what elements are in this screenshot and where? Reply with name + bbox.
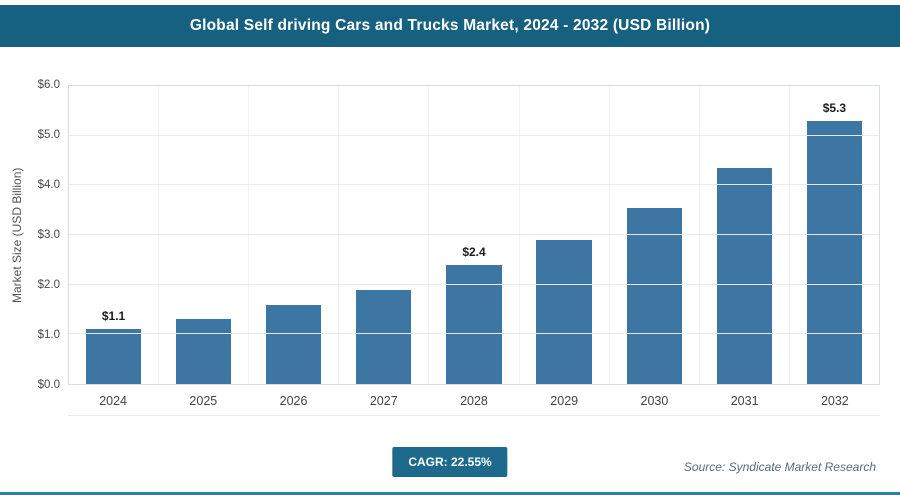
- y-axis-label: Market Size (USD Billion): [10, 167, 24, 303]
- gridline: [69, 134, 879, 136]
- bar-cell: [610, 86, 700, 384]
- source-text: Source: Syndicate Market Research: [683, 460, 876, 474]
- x-tick-label: 2032: [820, 394, 849, 408]
- y-tick-label: $1.0: [37, 329, 60, 341]
- bar: [266, 304, 322, 384]
- y-tick-label: $5.0: [37, 129, 60, 141]
- chart: Market Size (USD Billion) $0.0 $1.0 $2.0 $3…: [0, 79, 900, 420]
- bar-value-label: $5.3: [822, 100, 847, 115]
- footer: CAGR: 22.55% Source: Syndicate Market Re…: [0, 447, 900, 483]
- bar-cells: $1.1 $2.4 $5.3: [69, 86, 879, 384]
- gridline: [69, 283, 879, 285]
- bottom-rule: [0, 492, 900, 495]
- gridline: [69, 333, 879, 335]
- x-tick-label: 2024: [99, 394, 128, 408]
- x-tick-label: 2030: [640, 394, 669, 408]
- y-tick-label: $4.0: [37, 179, 60, 191]
- bar: [176, 319, 232, 384]
- y-axis: $0.0 $1.0 $2.0 $3.0 $4.0 $5.0 $6.0: [26, 79, 64, 391]
- cagr-badge: CAGR: 22.55%: [392, 447, 508, 477]
- bar: [536, 239, 592, 384]
- bar-value-label: $2.4: [462, 244, 486, 259]
- plot-area: $1.1 $2.4 $5.3: [68, 85, 880, 385]
- y-tick-label: $2.0: [37, 279, 60, 291]
- bar-cell: $1.1: [69, 86, 160, 384]
- bar-cell: [159, 86, 250, 384]
- x-tick-label: 2026: [279, 394, 308, 408]
- bar: [446, 264, 502, 384]
- bar-value-label: $1.1: [101, 309, 126, 324]
- gridline: [69, 184, 879, 186]
- bar-cell: $2.4: [429, 86, 520, 384]
- y-tick-label: $3.0: [37, 229, 60, 241]
- x-tick-label: 2028: [460, 394, 488, 408]
- x-tick-label: 2029: [550, 394, 579, 408]
- bar: [806, 120, 863, 384]
- x-axis: 2024 2025 2026 2027 2028 2029 2030 2031 2032: [68, 385, 880, 416]
- chart-title: Global Self driving Cars and Trucks Mark…: [189, 17, 711, 34]
- x-tick-label: 2031: [730, 394, 759, 408]
- y-tick-label: $6.0: [37, 79, 60, 91]
- bar-cell: [249, 86, 340, 384]
- bar: [356, 289, 412, 384]
- bar-cell: [339, 86, 430, 384]
- x-tick-label: 2027: [369, 394, 398, 408]
- y-tick-label: $0.0: [37, 379, 60, 391]
- gridline: [69, 234, 879, 235]
- bar-cell: [700, 86, 790, 384]
- bar: [626, 207, 682, 384]
- bar-cell: $5.3: [790, 86, 879, 384]
- bar-cell: [520, 86, 610, 384]
- bar: [85, 329, 142, 384]
- chart-title-bar: Global Self driving Cars and Trucks Mark…: [0, 5, 900, 47]
- x-tick-label: 2025: [189, 394, 218, 408]
- bar: [716, 167, 772, 384]
